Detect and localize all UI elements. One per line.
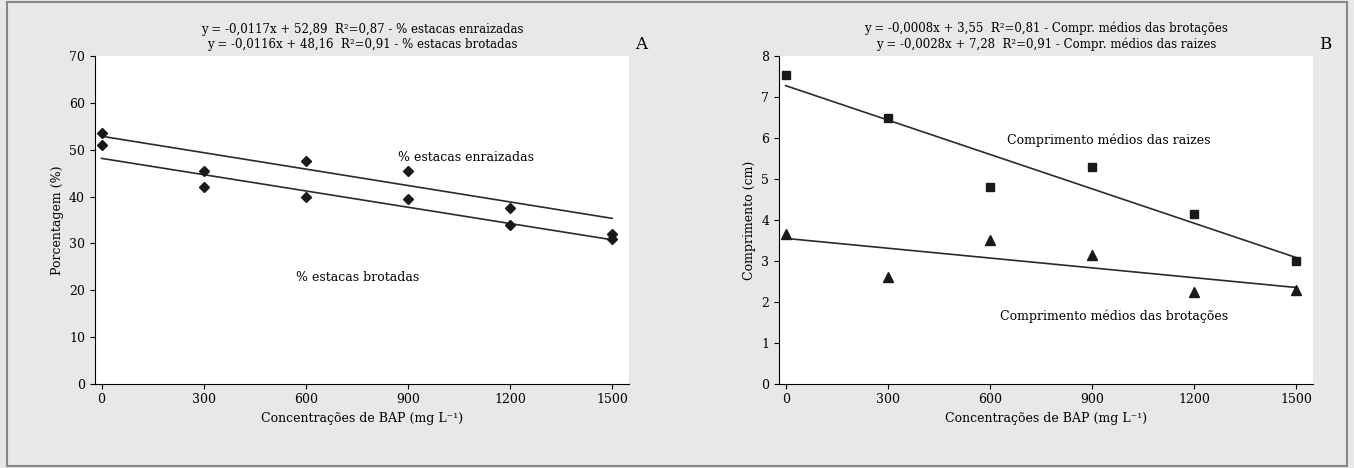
Text: % estacas brotadas: % estacas brotadas	[295, 271, 418, 284]
Y-axis label: Comprimento (cm): Comprimento (cm)	[742, 161, 756, 279]
Text: Comprimento médios das raizes: Comprimento médios das raizes	[1007, 134, 1210, 147]
Title: y = -0,0008x + 3,55  R²=0,81 - Compr. médios das brotações
y = -0,0028x + 7,28  : y = -0,0008x + 3,55 R²=0,81 - Compr. méd…	[864, 22, 1228, 51]
X-axis label: Concentrações de BAP (mg L⁻¹): Concentrações de BAP (mg L⁻¹)	[945, 412, 1147, 425]
Text: Comprimento médios das brotações: Comprimento médios das brotações	[1001, 310, 1228, 323]
Text: A: A	[635, 36, 647, 53]
Text: % estacas enraizadas: % estacas enraizadas	[398, 152, 533, 164]
Y-axis label: Porcentagem (%): Porcentagem (%)	[50, 165, 64, 275]
Text: B: B	[1319, 36, 1331, 53]
Title: y = -0,0117x + 52,89  R²=0,87 - % estacas enraizadas
y = -0,0116x + 48,16  R²=0,: y = -0,0117x + 52,89 R²=0,87 - % estacas…	[200, 23, 523, 51]
X-axis label: Concentrações de BAP (mg L⁻¹): Concentrações de BAP (mg L⁻¹)	[261, 412, 463, 425]
